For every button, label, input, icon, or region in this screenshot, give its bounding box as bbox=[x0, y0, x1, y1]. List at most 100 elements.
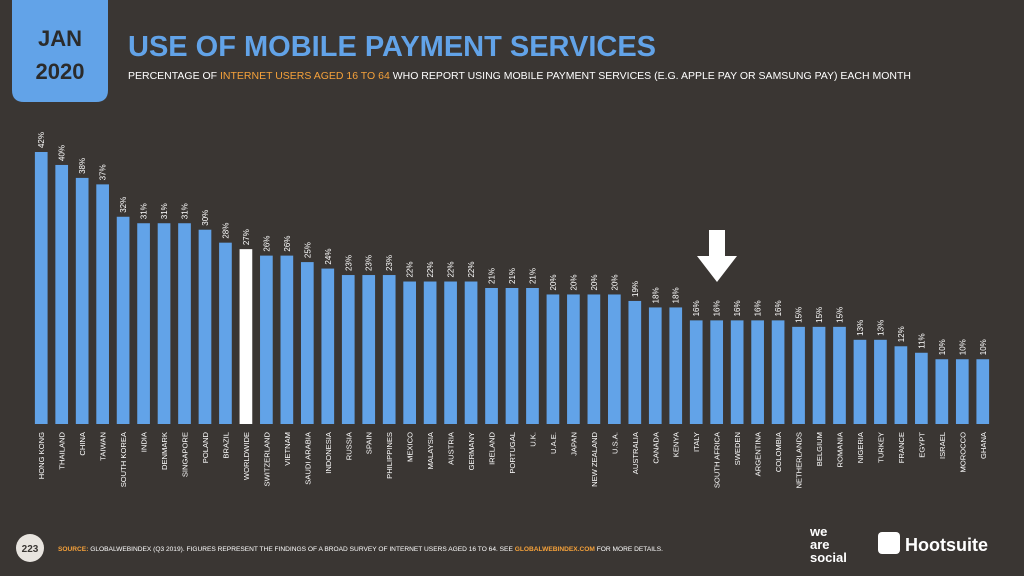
value-label: 16% bbox=[754, 300, 763, 316]
bar bbox=[812, 326, 826, 424]
date-box bbox=[12, 0, 108, 102]
bar bbox=[526, 288, 539, 424]
logo-word: we bbox=[809, 524, 827, 539]
value-label: 42% bbox=[37, 132, 46, 148]
page-number: 223 bbox=[22, 544, 39, 555]
value-label: 10% bbox=[958, 339, 967, 355]
x-tick-label: MALAYSIA bbox=[426, 431, 435, 469]
x-tick-label: ISRAEL bbox=[938, 432, 947, 459]
bar bbox=[792, 326, 805, 424]
bar bbox=[833, 326, 846, 424]
value-label: 21% bbox=[528, 268, 537, 284]
logo-word: social bbox=[810, 550, 847, 565]
value-label: 27% bbox=[242, 229, 251, 245]
bar bbox=[219, 242, 232, 424]
bar bbox=[771, 320, 785, 424]
bar bbox=[464, 281, 478, 424]
x-tick-label: AUSTRALIA bbox=[631, 431, 640, 474]
bar bbox=[137, 223, 150, 424]
value-label: 16% bbox=[774, 300, 783, 316]
x-tick-label: MOROCCO bbox=[958, 432, 967, 473]
x-tick-label: INDIA bbox=[140, 431, 149, 452]
x-tick-label: U.K. bbox=[528, 432, 537, 447]
bar bbox=[648, 307, 662, 424]
value-label: 11% bbox=[917, 333, 926, 348]
x-tick-label: BELGIUM bbox=[815, 432, 824, 466]
x-tick-label: SWITZERLAND bbox=[262, 431, 271, 486]
bar bbox=[689, 320, 703, 424]
bar bbox=[874, 339, 887, 424]
bar bbox=[567, 294, 580, 424]
x-tick-label: WORLDWIDE bbox=[242, 432, 251, 480]
value-label: 16% bbox=[692, 300, 701, 316]
bar bbox=[198, 229, 212, 424]
bar bbox=[587, 294, 601, 424]
bar bbox=[96, 184, 109, 424]
bar bbox=[34, 152, 48, 424]
x-tick-label: SWEDEN bbox=[733, 432, 742, 465]
logo-icon bbox=[878, 532, 900, 554]
value-label: 23% bbox=[385, 255, 394, 271]
x-tick-label: NETHERLANDS bbox=[795, 432, 804, 489]
x-tick-label: GERMANY bbox=[467, 432, 476, 470]
value-label: 23% bbox=[344, 255, 353, 271]
bar bbox=[116, 216, 130, 424]
bar bbox=[239, 249, 253, 424]
bar bbox=[607, 294, 621, 424]
x-tick-label: SOUTH AFRICA bbox=[713, 431, 722, 488]
value-label: 15% bbox=[835, 307, 844, 323]
value-label: 18% bbox=[672, 287, 681, 303]
bar bbox=[341, 275, 355, 424]
value-label: 22% bbox=[467, 262, 476, 278]
x-tick-label: PORTUGAL bbox=[508, 432, 517, 474]
bar bbox=[300, 262, 314, 424]
highlight-arrow bbox=[697, 230, 737, 282]
bar bbox=[444, 281, 457, 424]
value-label: 28% bbox=[221, 223, 230, 239]
value-label: 22% bbox=[406, 262, 415, 278]
bar bbox=[751, 320, 764, 424]
value-label: 18% bbox=[651, 287, 660, 303]
x-tick-label: CHINA bbox=[78, 431, 87, 456]
x-tick-label: ARGENTINA bbox=[754, 431, 763, 476]
value-label: 24% bbox=[324, 249, 333, 265]
chart-title: USE OF MOBILE PAYMENT SERVICES bbox=[128, 31, 656, 63]
bar bbox=[382, 275, 396, 424]
x-tick-label: SPAIN bbox=[365, 432, 374, 454]
bar bbox=[915, 352, 928, 424]
x-tick-label: PHILIPPINES bbox=[385, 432, 394, 479]
x-tick-label: VIETNAM bbox=[283, 432, 292, 466]
x-tick-label: BRAZIL bbox=[221, 432, 230, 459]
value-label: 15% bbox=[795, 307, 804, 323]
bar bbox=[75, 177, 89, 424]
bar bbox=[628, 300, 642, 424]
value-label: 26% bbox=[262, 236, 271, 252]
source-note: SOURCE: GLOBALWEBINDEX (Q3 2019). FIGURE… bbox=[58, 546, 663, 553]
x-tick-label: ITALY bbox=[692, 432, 701, 452]
value-label: 31% bbox=[140, 203, 149, 219]
value-label: 13% bbox=[876, 320, 885, 336]
bar bbox=[362, 275, 376, 424]
subtitle-part: WHO REPORT USING MOBILE PAYMENT SERVICES… bbox=[390, 70, 911, 82]
value-label: 10% bbox=[938, 339, 947, 355]
value-label: 20% bbox=[549, 274, 558, 290]
x-tick-label: IRELAND bbox=[488, 431, 497, 464]
x-tick-label: SAUDI ARABIA bbox=[303, 431, 312, 485]
x-tick-label: RUSSIA bbox=[344, 431, 353, 460]
x-tick-label: HONG KONG bbox=[37, 432, 46, 479]
x-tick-label: U.A.E. bbox=[549, 432, 558, 454]
value-label: 22% bbox=[426, 262, 435, 278]
value-label: 12% bbox=[897, 326, 906, 342]
x-tick-label: FRANCE bbox=[897, 432, 906, 463]
bar bbox=[423, 281, 437, 424]
x-tick-label: NIGERIA bbox=[856, 431, 865, 463]
value-label: 21% bbox=[488, 268, 497, 284]
x-tick-label: TAIWAN bbox=[99, 432, 108, 461]
date-month: JAN bbox=[38, 26, 82, 51]
bar bbox=[178, 223, 191, 424]
value-label: 16% bbox=[733, 300, 742, 316]
value-label: 21% bbox=[508, 268, 517, 284]
bar bbox=[894, 346, 908, 424]
x-tick-label: THAILAND bbox=[58, 431, 67, 469]
date-year: 2020 bbox=[36, 59, 85, 84]
